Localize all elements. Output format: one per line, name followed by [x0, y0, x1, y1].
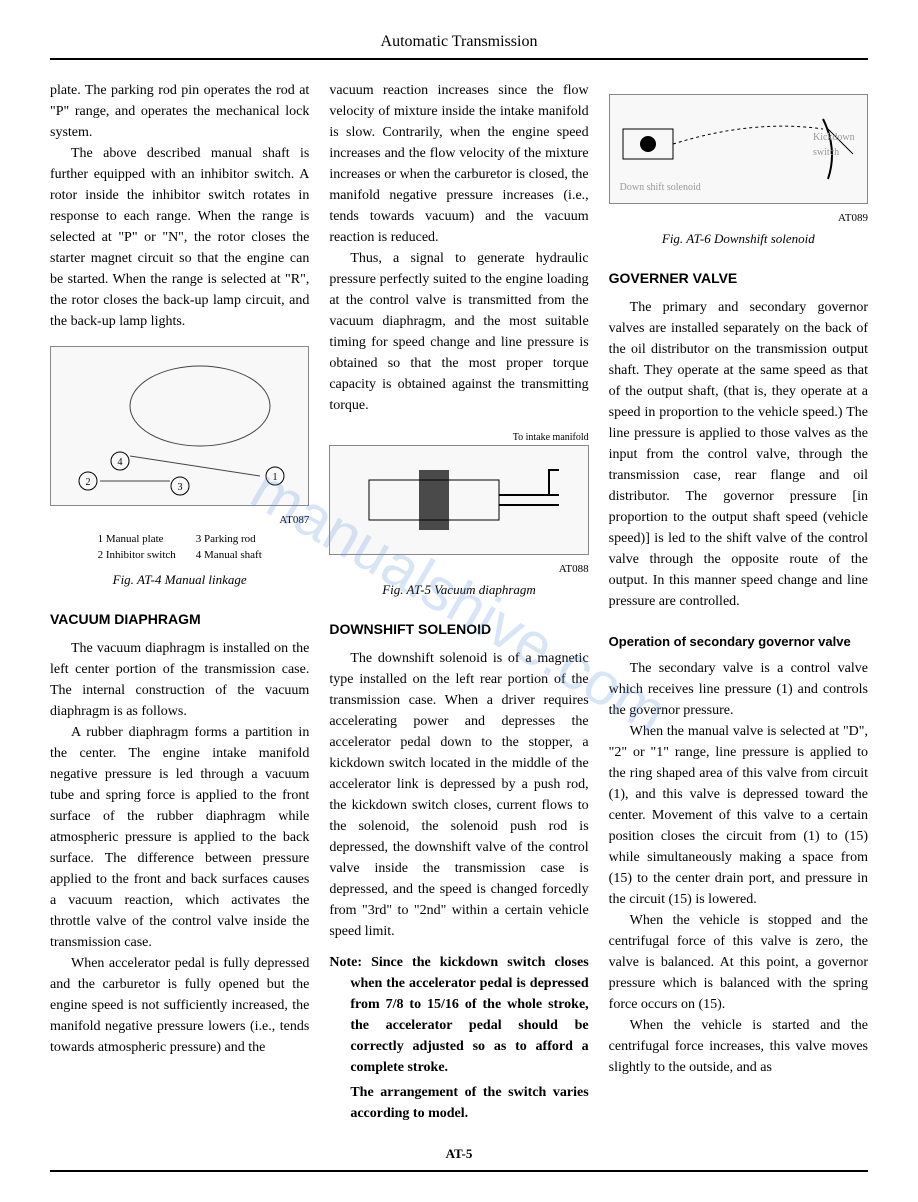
figure-at5: To intake manifold AT088 Fig. AT-5 Vacuu…	[329, 430, 588, 599]
body-text: When the vehicle is started and the cent…	[609, 1015, 868, 1078]
body-text: The above described manual shaft is furt…	[50, 143, 309, 332]
body-text: A rubber diaphragm forms a partition in …	[50, 722, 309, 953]
body-text: When the manual valve is selected at "D"…	[609, 721, 868, 910]
column-left: plate. The parking rod pin operates the …	[50, 80, 309, 1124]
note-label: Note:	[329, 955, 362, 970]
section-heading-vacuum-diaphragm: VACUUM DIAPHRAGM	[50, 609, 309, 630]
manual-linkage-diagram: 4 2 3 1	[70, 356, 290, 496]
body-text: When the vehicle is stopped and the cent…	[609, 910, 868, 1015]
figure-label: Down shift solenoid	[620, 180, 701, 195]
content-columns: plate. The parking rod pin operates the …	[50, 80, 868, 1124]
svg-text:3: 3	[177, 482, 182, 493]
body-text: The vacuum diaphragm is installed on the…	[50, 638, 309, 722]
legend-item: 2 Inhibitor switch	[98, 547, 176, 564]
legend-item: 1 Manual plate	[98, 531, 176, 548]
section-heading-governer-valve: GOVERNER VALVE	[609, 268, 868, 289]
body-text: vacuum reaction increases since the flow…	[329, 80, 588, 248]
body-text: The secondary valve is a control valve w…	[609, 658, 868, 721]
figure-caption: Fig. AT-4 Manual linkage	[50, 570, 309, 590]
figure-caption: Fig. AT-6 Downshift solenoid	[609, 229, 868, 249]
column-right: Down shift solenoid Kickdown switch AT08…	[609, 80, 868, 1124]
body-text: plate. The parking rod pin operates the …	[50, 80, 309, 143]
body-text: When accelerator pedal is fully depresse…	[50, 953, 309, 1058]
figure-code: AT089	[609, 210, 868, 227]
body-text: The downshift solenoid is of a magnetic …	[329, 648, 588, 942]
note-block: Note: Since the kickdown switch closes w…	[329, 952, 588, 1124]
figure-at4: 4 2 3 1 AT087 1 Manual plate 2 Inhibitor…	[50, 346, 309, 589]
sub-heading-operation-secondary: Operation of secondary governor valve	[609, 632, 868, 652]
svg-text:1: 1	[272, 472, 277, 483]
note-text: Since the kickdown switch closes when th…	[350, 955, 588, 1075]
svg-text:4: 4	[117, 457, 122, 468]
figure-image-placeholder	[329, 445, 588, 555]
figure-code: AT087	[50, 512, 309, 529]
section-heading-downshift-solenoid: DOWNSHIFT SOLENOID	[329, 619, 588, 640]
figure-at6: Down shift solenoid Kickdown switch AT08…	[609, 94, 868, 248]
figure-image-placeholder: 4 2 3 1	[50, 346, 309, 506]
figure-legend: 1 Manual plate 2 Inhibitor switch 3 Park…	[50, 531, 309, 564]
body-text: Thus, a signal to generate hydraulic pre…	[329, 248, 588, 416]
page-header: Automatic Transmission	[50, 30, 868, 60]
legend-item: 4 Manual shaft	[196, 547, 262, 564]
figure-image-placeholder: Down shift solenoid Kickdown switch	[609, 94, 868, 204]
figure-label: To intake manifold	[329, 430, 588, 445]
column-center: vacuum reaction increases since the flow…	[329, 80, 588, 1124]
vacuum-diaphragm-diagram	[349, 450, 569, 550]
svg-text:2: 2	[85, 477, 90, 488]
bottom-rule	[50, 1170, 868, 1172]
body-text: The primary and secondary governor valve…	[609, 297, 868, 612]
figure-label: Kickdown switch	[813, 130, 863, 160]
figure-caption: Fig. AT-5 Vacuum diaphragm	[329, 580, 588, 600]
note-text: The arrangement of the switch varies acc…	[350, 1082, 588, 1124]
page-number: AT-5	[50, 1144, 868, 1164]
figure-code: AT088	[329, 561, 588, 578]
legend-item: 3 Parking rod	[196, 531, 262, 548]
